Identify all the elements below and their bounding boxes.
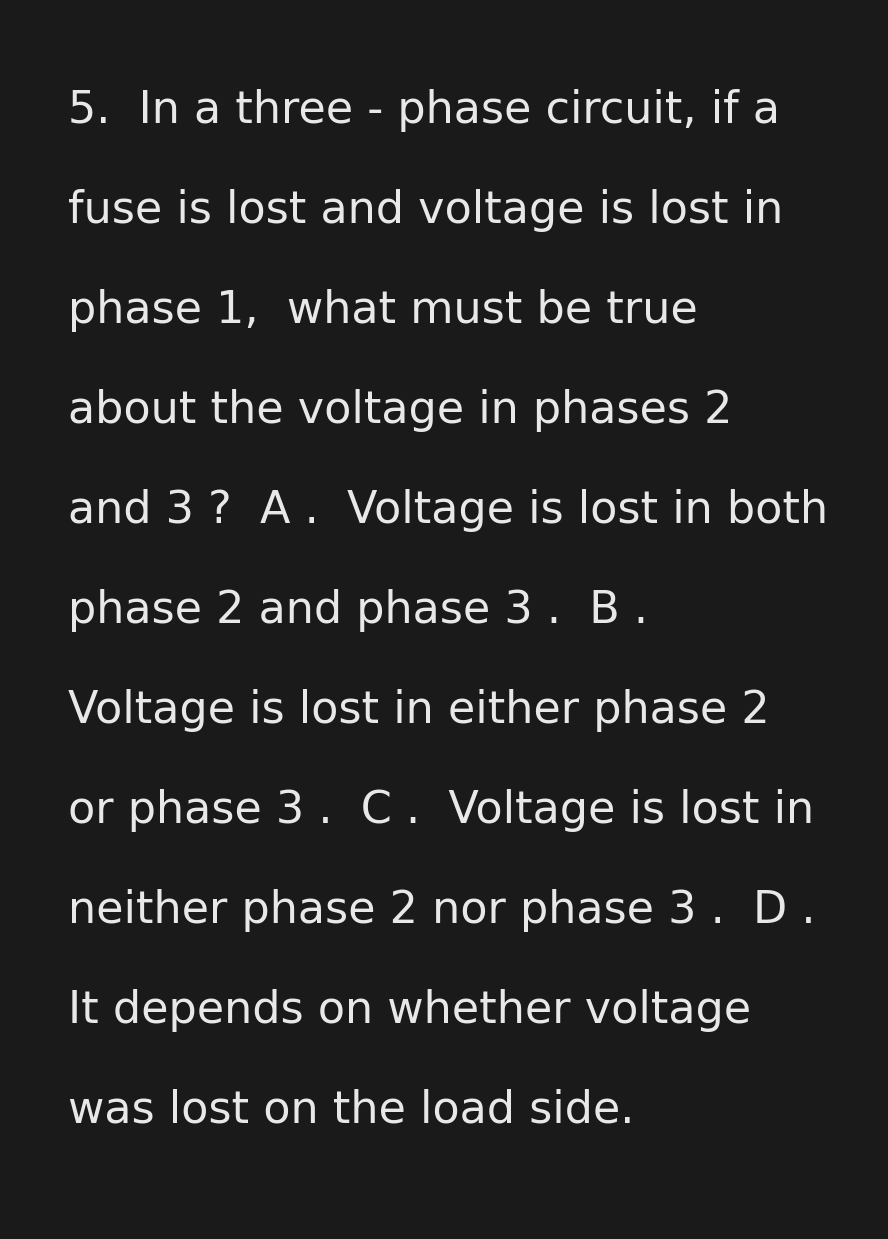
Text: or phase 3 .  C .  Voltage is lost in: or phase 3 . C . Voltage is lost in xyxy=(68,788,814,831)
Text: about the voltage in phases 2: about the voltage in phases 2 xyxy=(68,389,733,431)
Text: It depends on whether voltage: It depends on whether voltage xyxy=(68,989,751,1032)
Text: Voltage is lost in either phase 2: Voltage is lost in either phase 2 xyxy=(68,689,770,731)
Text: and 3 ?  A .  Voltage is lost in both: and 3 ? A . Voltage is lost in both xyxy=(68,488,829,532)
Text: phase 1,  what must be true: phase 1, what must be true xyxy=(68,289,698,332)
Text: fuse is lost and voltage is lost in: fuse is lost and voltage is lost in xyxy=(68,188,783,232)
Text: was lost on the load side.: was lost on the load side. xyxy=(68,1089,634,1131)
Text: phase 2 and phase 3 .  B .: phase 2 and phase 3 . B . xyxy=(68,589,648,632)
Text: 5.  In a three - phase circuit, if a: 5. In a three - phase circuit, if a xyxy=(68,88,780,131)
Text: neither phase 2 nor phase 3 .  D .: neither phase 2 nor phase 3 . D . xyxy=(68,888,815,932)
